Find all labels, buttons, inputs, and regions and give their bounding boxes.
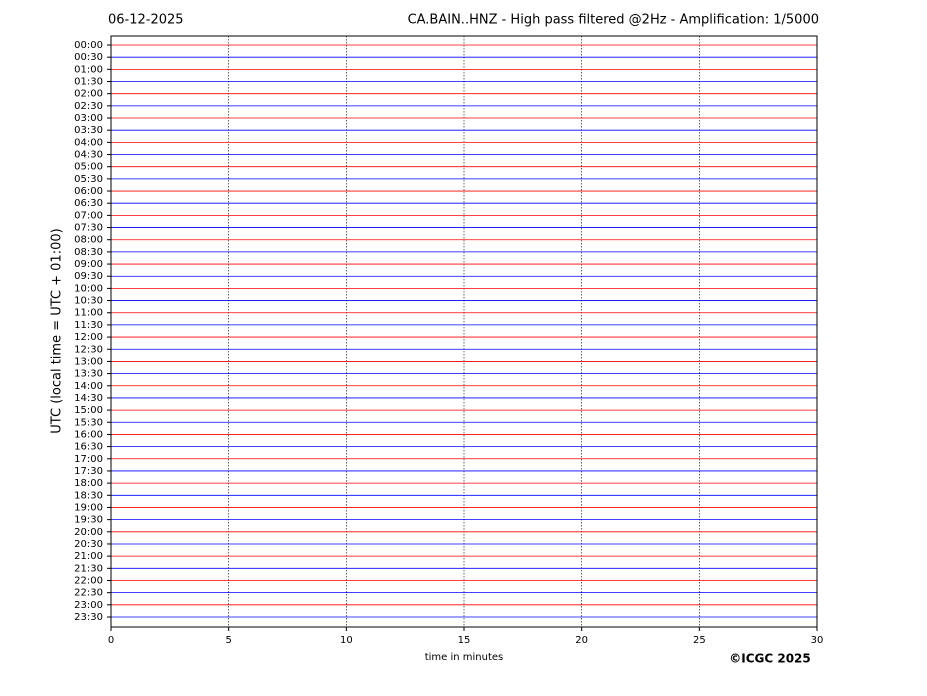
y-tick-label: 04:00 <box>74 137 103 148</box>
y-tick-label: 07:30 <box>74 223 103 234</box>
y-tick-label: 00:30 <box>74 52 103 63</box>
y-tick-label: 14:00 <box>74 381 103 392</box>
y-tick-label: 16:30 <box>74 442 103 453</box>
y-tick-label: 10:00 <box>74 283 103 294</box>
x-axis-label: time in minutes <box>425 652 504 663</box>
y-tick-label: 00:00 <box>74 40 103 51</box>
y-tick-label: 20:30 <box>74 539 103 550</box>
y-tick-label: 12:30 <box>74 344 103 355</box>
y-tick-label: 06:00 <box>74 186 103 197</box>
y-tick-label: 17:00 <box>74 454 103 465</box>
date: 06-12-2025 <box>108 13 184 28</box>
y-tick-label: 10:30 <box>74 296 103 307</box>
y-tick-label: 09:30 <box>74 271 103 282</box>
y-tick-label: 05:30 <box>74 174 103 185</box>
y-tick-label: 14:30 <box>74 393 103 404</box>
y-tick-label: 05:00 <box>74 162 103 173</box>
copyright: ©ICGC 2025 <box>729 652 811 666</box>
y-axis-label: UTC (local time = UTC + 01:00) <box>50 228 65 433</box>
y-tick-label: 03:00 <box>74 113 103 124</box>
y-tick-label: 17:30 <box>74 466 103 477</box>
y-tick-label: 02:00 <box>74 89 103 100</box>
y-tick-label: 22:00 <box>74 575 103 586</box>
x-tick-label: 0 <box>108 635 114 646</box>
y-tick-label: 18:00 <box>74 478 103 489</box>
y-tick-label: 03:30 <box>74 125 103 136</box>
y-tick-label: 23:00 <box>74 600 103 611</box>
y-tick-label: 15:30 <box>74 417 103 428</box>
y-tick-label: 15:00 <box>74 405 103 416</box>
x-tick-label: 30 <box>811 635 824 646</box>
y-tick-label: 21:30 <box>74 563 103 574</box>
y-tick-label: 12:00 <box>74 332 103 343</box>
y-tick-label: 09:00 <box>74 259 103 270</box>
y-tick-label: 01:30 <box>74 77 103 88</box>
y-tick-label: 04:30 <box>74 150 103 161</box>
x-tick-label: 5 <box>225 635 231 646</box>
y-tick-label: 22:30 <box>74 588 103 599</box>
y-tick-label: 23:30 <box>74 612 103 623</box>
x-tick-label: 20 <box>575 635 588 646</box>
y-tick-label: 11:30 <box>74 320 103 331</box>
y-tick-label: 16:00 <box>74 429 103 440</box>
y-tick-label: 08:00 <box>74 235 103 246</box>
y-tick-label: 13:00 <box>74 356 103 367</box>
y-tick-label: 18:30 <box>74 490 103 501</box>
y-tick-label: 02:30 <box>74 101 103 112</box>
y-tick-label: 19:00 <box>74 502 103 513</box>
y-tick-label: 19:30 <box>74 515 103 526</box>
y-tick-label: 07:00 <box>74 210 103 221</box>
y-tick-label: 08:30 <box>74 247 103 258</box>
y-tick-label: 20:00 <box>74 527 103 538</box>
y-tick-label: 13:30 <box>74 369 103 380</box>
x-tick-label: 10 <box>340 635 353 646</box>
plot-frame <box>110 35 818 628</box>
chart-title: CA.BAIN..HNZ - High pass filtered @2Hz -… <box>408 13 819 28</box>
x-tick-label: 25 <box>693 635 706 646</box>
y-tick-label: 21:00 <box>74 551 103 562</box>
y-tick-label: 06:30 <box>74 198 103 209</box>
y-tick-label: 11:00 <box>74 308 103 319</box>
y-tick-label: 01:00 <box>74 64 103 75</box>
x-tick-label: 15 <box>458 635 471 646</box>
